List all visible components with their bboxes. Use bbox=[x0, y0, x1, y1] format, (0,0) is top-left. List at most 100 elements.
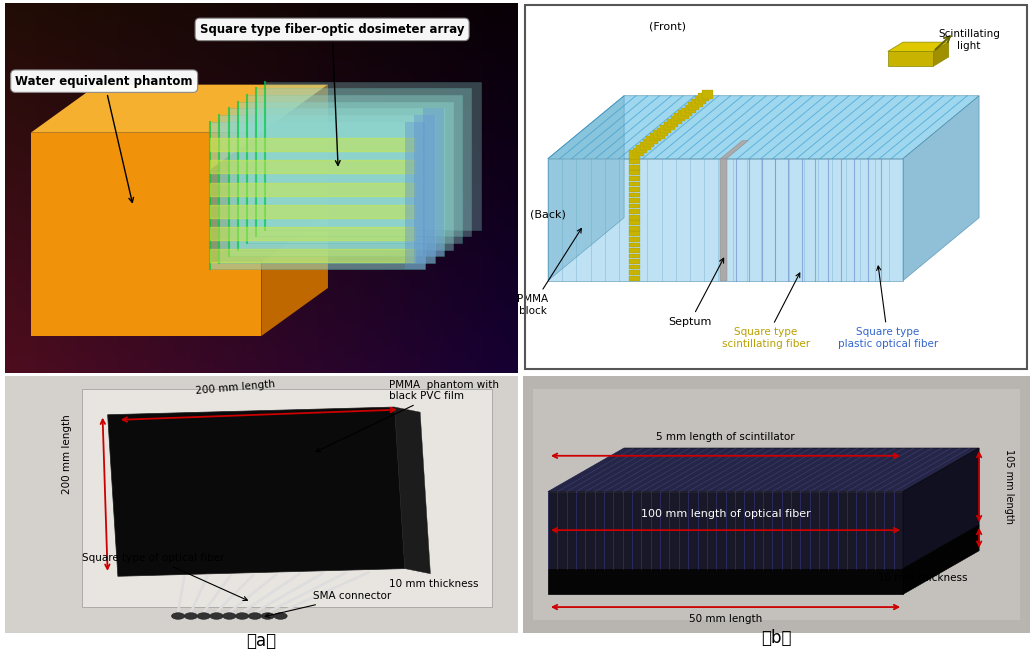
Text: Septum: Septum bbox=[669, 258, 723, 327]
Bar bbox=[643, 139, 654, 147]
Text: 100 mm length of optical fiber: 100 mm length of optical fiber bbox=[641, 509, 810, 519]
Bar bbox=[632, 148, 644, 156]
Bar bbox=[681, 108, 692, 116]
Bar bbox=[629, 248, 641, 253]
Text: Water equivalent phantom: Water equivalent phantom bbox=[16, 75, 193, 202]
Bar bbox=[653, 131, 664, 139]
Bar bbox=[691, 99, 703, 107]
Bar bbox=[629, 159, 641, 164]
Text: 200 mm length: 200 mm length bbox=[196, 380, 276, 396]
Bar bbox=[629, 170, 641, 175]
Bar bbox=[674, 113, 685, 121]
Bar bbox=[629, 265, 641, 270]
Polygon shape bbox=[31, 85, 328, 133]
Polygon shape bbox=[903, 448, 979, 569]
Polygon shape bbox=[548, 96, 979, 159]
Bar bbox=[720, 159, 727, 280]
Circle shape bbox=[261, 613, 274, 619]
Bar bbox=[629, 232, 641, 236]
Bar bbox=[629, 242, 641, 247]
Bar bbox=[678, 111, 688, 119]
Bar bbox=[629, 198, 641, 203]
Text: Square type of optical fiber: Square type of optical fiber bbox=[82, 553, 247, 601]
Text: (Back): (Back) bbox=[530, 210, 566, 220]
Bar bbox=[657, 128, 668, 136]
Text: Square type
scintillating fiber: Square type scintillating fiber bbox=[722, 273, 810, 349]
Bar bbox=[647, 136, 657, 145]
Polygon shape bbox=[229, 109, 444, 256]
Polygon shape bbox=[31, 133, 261, 336]
Polygon shape bbox=[247, 95, 463, 243]
Bar bbox=[888, 51, 934, 66]
Circle shape bbox=[172, 613, 184, 619]
Polygon shape bbox=[548, 96, 624, 280]
Polygon shape bbox=[548, 448, 979, 492]
Bar bbox=[629, 237, 641, 242]
Bar bbox=[684, 105, 696, 113]
Polygon shape bbox=[405, 122, 425, 270]
Polygon shape bbox=[720, 141, 748, 159]
Bar bbox=[637, 145, 647, 153]
Bar bbox=[702, 91, 713, 99]
Bar bbox=[694, 96, 706, 105]
Text: 10 mm thickness: 10 mm thickness bbox=[389, 579, 479, 589]
Bar bbox=[629, 276, 641, 280]
Bar bbox=[663, 122, 675, 130]
Text: Square type fiber-optic dosimeter array: Square type fiber-optic dosimeter array bbox=[200, 23, 465, 165]
Text: 105 mm length: 105 mm length bbox=[1004, 449, 1014, 524]
Circle shape bbox=[223, 613, 236, 619]
Bar bbox=[650, 133, 661, 141]
Text: PMMA  phantom with
black PVC film: PMMA phantom with black PVC film bbox=[317, 380, 500, 452]
Bar bbox=[629, 220, 641, 225]
Polygon shape bbox=[548, 569, 903, 594]
Polygon shape bbox=[261, 85, 328, 336]
Bar bbox=[629, 270, 641, 275]
Polygon shape bbox=[414, 115, 435, 263]
Text: Scintillating
light: Scintillating light bbox=[938, 29, 1000, 51]
Circle shape bbox=[197, 613, 210, 619]
Bar bbox=[671, 116, 682, 125]
Bar bbox=[660, 125, 672, 133]
Bar bbox=[640, 142, 651, 150]
Polygon shape bbox=[394, 407, 431, 573]
Polygon shape bbox=[548, 159, 903, 280]
Bar bbox=[629, 182, 641, 186]
Bar bbox=[629, 209, 641, 214]
Polygon shape bbox=[423, 109, 444, 256]
Text: 50 mm length: 50 mm length bbox=[689, 615, 762, 625]
Text: 200 mm length: 200 mm length bbox=[62, 414, 71, 494]
Circle shape bbox=[184, 613, 198, 619]
Bar bbox=[629, 226, 641, 230]
Circle shape bbox=[210, 613, 224, 619]
Polygon shape bbox=[238, 102, 453, 250]
Bar bbox=[699, 93, 709, 101]
Polygon shape bbox=[265, 82, 480, 230]
Bar bbox=[629, 151, 641, 159]
Text: 5 mm length of scintillator: 5 mm length of scintillator bbox=[656, 432, 795, 442]
Polygon shape bbox=[257, 89, 471, 236]
Polygon shape bbox=[210, 85, 328, 262]
Polygon shape bbox=[219, 115, 435, 263]
Text: PMMA
block: PMMA block bbox=[518, 228, 582, 316]
Polygon shape bbox=[903, 525, 979, 594]
Polygon shape bbox=[548, 492, 903, 569]
Polygon shape bbox=[888, 42, 949, 51]
Bar bbox=[629, 259, 641, 264]
Bar bbox=[629, 187, 641, 192]
Text: 10 mm thickness: 10 mm thickness bbox=[878, 573, 967, 583]
Bar bbox=[629, 204, 641, 208]
Circle shape bbox=[248, 613, 262, 619]
Bar bbox=[629, 215, 641, 220]
Bar bbox=[629, 165, 641, 170]
Text: （a）: （a） bbox=[246, 631, 276, 649]
Text: Square type
plastic optical fiber: Square type plastic optical fiber bbox=[837, 266, 938, 349]
Polygon shape bbox=[108, 407, 405, 576]
Text: （b）: （b） bbox=[761, 629, 792, 647]
Bar bbox=[668, 119, 678, 127]
Bar bbox=[629, 192, 641, 197]
Polygon shape bbox=[903, 96, 979, 280]
Circle shape bbox=[274, 613, 287, 619]
Polygon shape bbox=[934, 42, 949, 66]
Bar bbox=[688, 102, 699, 110]
Bar bbox=[82, 389, 492, 607]
